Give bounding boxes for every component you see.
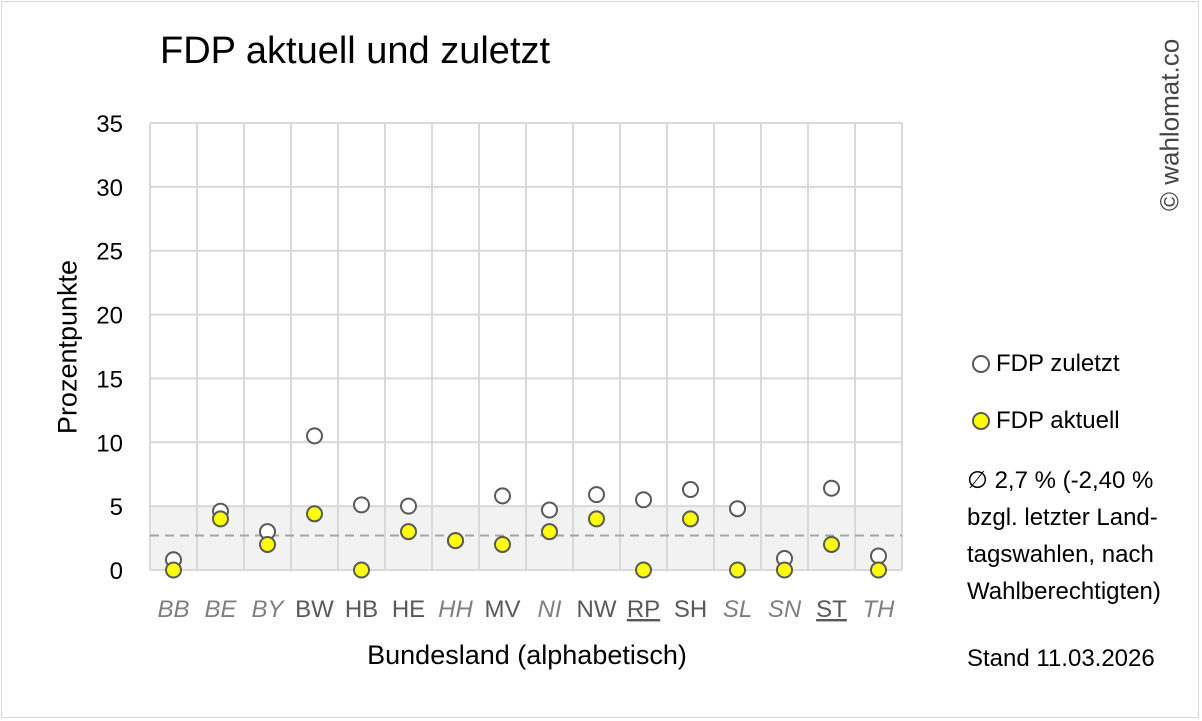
- average-note: ∅ 2,7 % (-2,40 % bzgl. letzter Land- tag…: [967, 462, 1161, 610]
- x-tick-label-nw: NW: [577, 596, 617, 623]
- point-aktuell-bb: [165, 561, 182, 579]
- point-zuletzt-rp: [635, 491, 652, 509]
- point-aktuell-bw: [306, 505, 323, 523]
- x-tick-label-be: BE: [204, 596, 237, 623]
- y-tick-label: 10: [96, 430, 123, 457]
- x-tick-label-hb: HB: [345, 596, 378, 623]
- x-tick-label-by: BY: [251, 596, 285, 623]
- x-tick-label-th: TH: [863, 596, 896, 623]
- point-zuletzt-nw: [588, 486, 605, 504]
- legend-label-zuletzt: FDP zuletzt: [996, 350, 1120, 377]
- x-tick-label-st: ST: [816, 596, 847, 623]
- legend-marker-aktuell: [972, 412, 990, 430]
- point-aktuell-sh: [682, 510, 699, 528]
- point-aktuell-sl: [729, 561, 746, 579]
- point-aktuell-st: [823, 535, 840, 553]
- point-zuletzt-ni: [541, 501, 558, 519]
- x-tick-label-sh: SH: [674, 596, 707, 623]
- point-zuletzt-he: [400, 497, 417, 515]
- point-aktuell-he: [400, 523, 417, 541]
- point-zuletzt-sl: [729, 500, 746, 518]
- point-aktuell-nw: [588, 510, 605, 528]
- point-zuletzt-bw: [306, 427, 323, 445]
- x-axis-label: Bundesland (alphabetisch): [367, 640, 687, 670]
- legend-item-aktuell: FDP aktuell: [972, 407, 1120, 435]
- point-zuletzt-mv: [494, 487, 511, 505]
- point-zuletzt-hb: [353, 496, 370, 514]
- point-aktuell-hh: [447, 532, 464, 550]
- average-note-line-2: bzgl. letzter Land-: [967, 504, 1158, 531]
- average-note-line-1: ∅ 2,7 % (-2,40 %: [967, 467, 1154, 494]
- point-aktuell-hb: [353, 561, 370, 579]
- chart-title: FDP aktuell und zuletzt: [160, 30, 551, 72]
- legend-item-zuletzt: FDP zuletzt: [972, 350, 1120, 378]
- stand-date: Stand 11.03.2026: [967, 645, 1155, 672]
- x-tick-label-rp: RP: [627, 596, 660, 623]
- x-tick-label-sl: SL: [723, 596, 752, 623]
- y-tick-label: 20: [96, 303, 123, 330]
- x-tick-label-hh: HH: [438, 596, 473, 623]
- x-tick-label-ni: NI: [538, 596, 562, 623]
- point-aktuell-by: [259, 535, 276, 553]
- y-tick-label: 15: [96, 366, 123, 393]
- point-zuletzt-st: [823, 479, 840, 497]
- point-aktuell-ni: [541, 523, 558, 541]
- x-tick-label-sn: SN: [768, 596, 802, 623]
- point-zuletzt-th: [870, 547, 887, 565]
- y-tick-label: 5: [110, 494, 123, 521]
- point-aktuell-be: [212, 510, 229, 528]
- legend-label-aktuell: FDP aktuell: [996, 407, 1120, 434]
- x-tick-label-he: HE: [392, 596, 425, 623]
- point-aktuell-sn: [776, 561, 793, 579]
- x-tick-label-bw: BW: [295, 596, 334, 623]
- average-note-line-3: tagswahlen, nach: [967, 541, 1154, 568]
- y-tick-label: 0: [110, 558, 123, 585]
- legend-marker-zuletzt: [972, 355, 990, 373]
- average-note-line-4: Wahlberechtigten): [967, 578, 1161, 605]
- x-tick-label-mv: MV: [485, 596, 521, 623]
- x-tick-label-bb: BB: [157, 596, 189, 623]
- point-aktuell-th: [870, 561, 887, 579]
- y-tick-label: 30: [96, 175, 123, 202]
- point-aktuell-mv: [494, 535, 511, 553]
- point-aktuell-rp: [635, 561, 652, 579]
- point-zuletzt-sh: [682, 481, 699, 499]
- y-tick-label: 25: [96, 239, 123, 266]
- y-tick-label: 35: [96, 111, 123, 138]
